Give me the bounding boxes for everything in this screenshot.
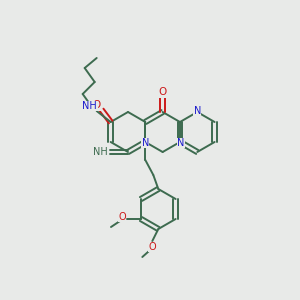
Text: O: O: [93, 100, 101, 110]
Text: NH: NH: [82, 101, 97, 111]
Text: N: N: [177, 138, 184, 148]
Text: O: O: [148, 242, 156, 252]
Text: NH: NH: [93, 147, 107, 157]
Text: N: N: [194, 106, 201, 116]
Text: O: O: [118, 212, 126, 222]
Text: O: O: [158, 87, 167, 97]
Text: N: N: [142, 138, 149, 148]
